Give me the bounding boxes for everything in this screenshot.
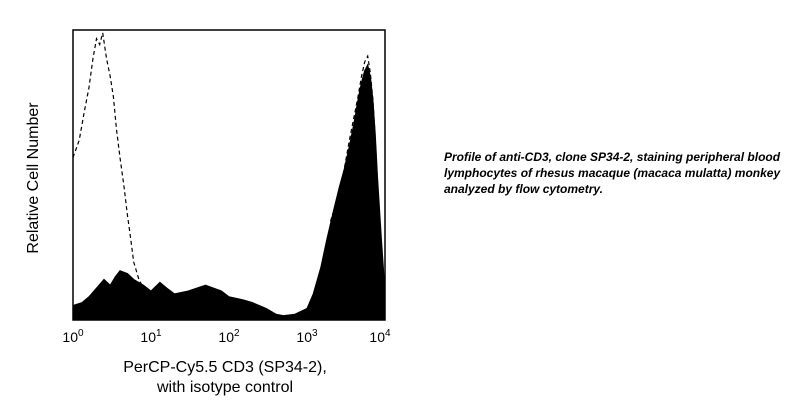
x-tick-label-0: 100: [62, 328, 84, 345]
flow-cytometry-histogram: 100 101 102 103 104 PerCP-Cy5.5 CD3 (SP3…: [25, 29, 391, 396]
histogram-series-0: [72, 63, 386, 321]
x-tick-label-2: 102: [218, 328, 240, 345]
x-axis-title-line1: PerCP-Cy5.5 CD3 (SP34-2),: [123, 359, 327, 376]
x-tick-label-1: 101: [140, 328, 162, 345]
histogram-series-2: [329, 54, 386, 297]
figure-caption: Profile of anti-CD3, clone SP34-2, stain…: [444, 150, 781, 196]
x-tick-label-3: 103: [296, 328, 318, 345]
series-layer: [72, 32, 386, 321]
histogram-series-1: [72, 32, 199, 312]
x-axis-title-line2: with isotype control: [156, 379, 293, 396]
x-tick-labels: 100 101 102 103 104: [62, 328, 391, 345]
y-axis-title: Relative Cell Number: [25, 102, 42, 254]
x-tick-label-4: 104: [369, 328, 391, 345]
